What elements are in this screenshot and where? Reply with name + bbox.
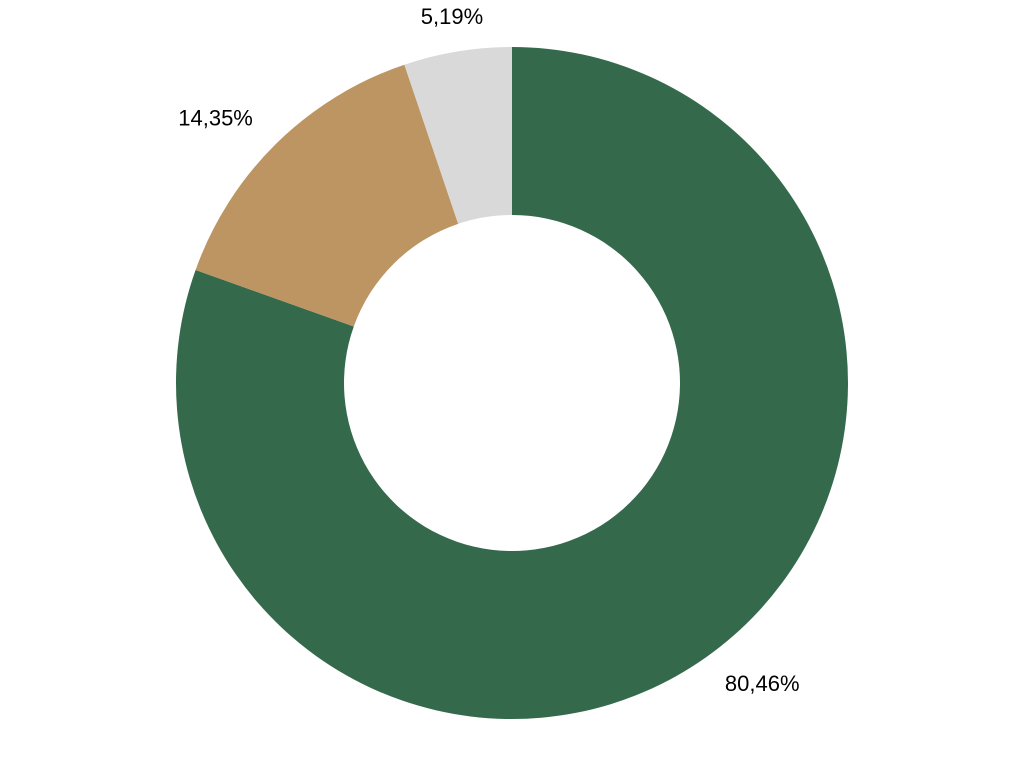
data-label: 80,46% <box>725 671 800 696</box>
data-label: 14,35% <box>178 105 253 130</box>
donut-slice <box>175 47 848 719</box>
donut-slice <box>404 47 512 224</box>
donut-slice <box>195 64 459 327</box>
data-label: 5,19% <box>421 4 483 29</box>
